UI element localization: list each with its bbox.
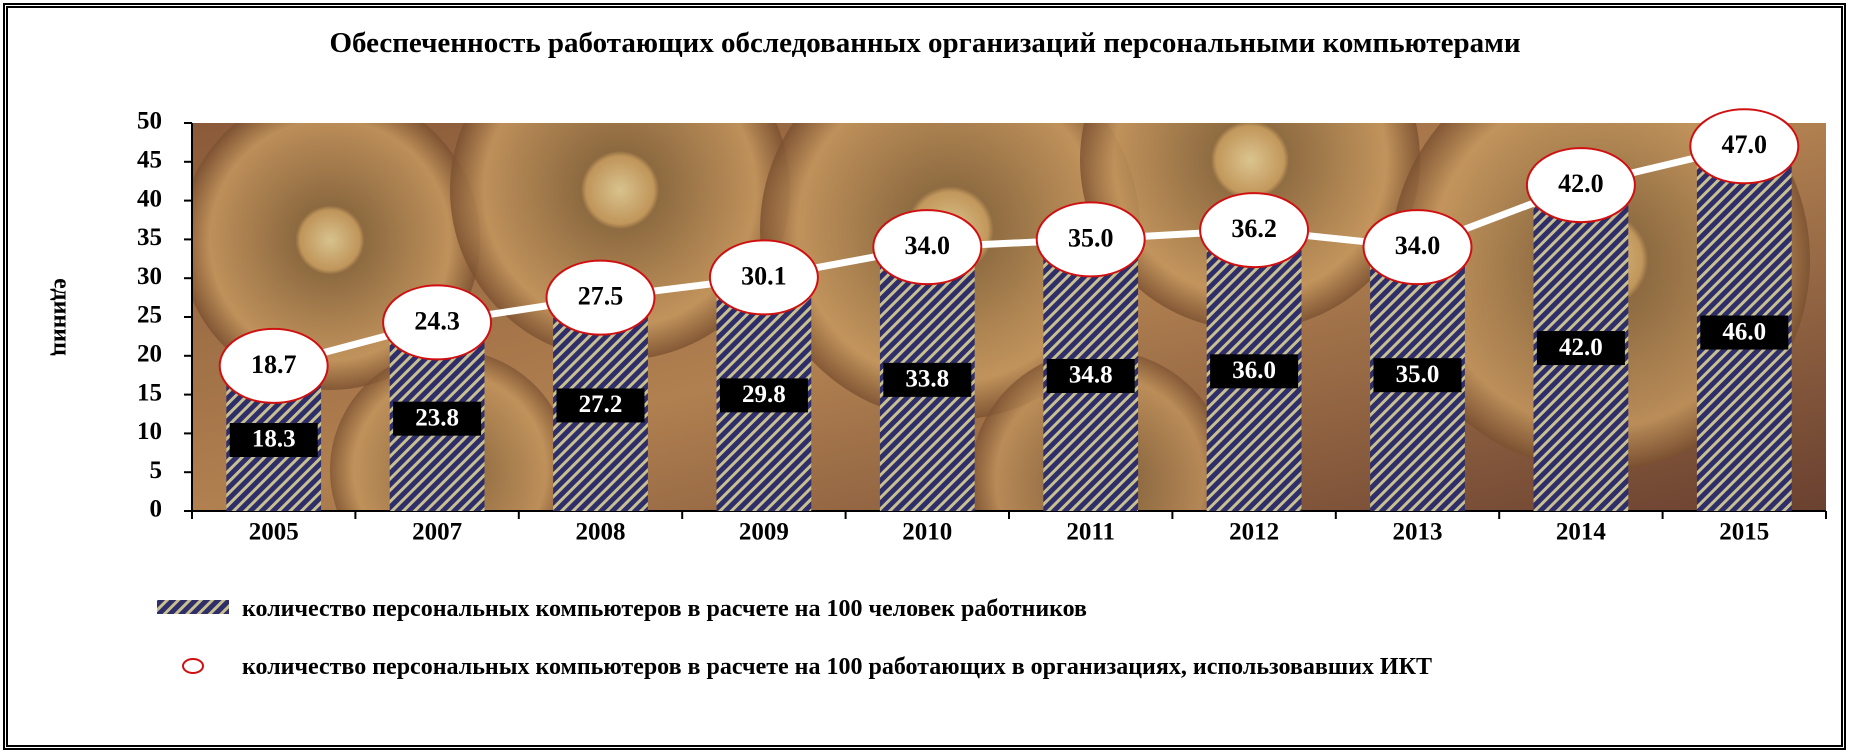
data-label: 29.8 (742, 381, 786, 408)
y-tick-label: 25 (137, 302, 162, 329)
data-label: 30.1 (741, 261, 787, 290)
data-label: 47.0 (1722, 130, 1768, 159)
y-tick-label: 50 (137, 108, 162, 135)
x-tick-label: 2013 (1393, 519, 1443, 546)
data-label: 33.8 (905, 366, 949, 393)
y-axis-label: единиц (48, 278, 74, 356)
y-tick-label: 10 (137, 418, 162, 445)
data-label: 34.0 (1395, 231, 1441, 260)
x-tick-label: 2015 (1719, 519, 1769, 546)
legend-entry: количество персональных компьютеров в ра… (242, 654, 1842, 680)
x-tick-label: 2014 (1556, 519, 1607, 546)
data-label: 35.0 (1068, 223, 1114, 252)
data-label: 36.0 (1232, 357, 1276, 384)
y-tick-label: 5 (150, 457, 163, 484)
x-tick-label: 2005 (249, 519, 299, 546)
data-label: 42.0 (1558, 169, 1604, 198)
data-label: 18.7 (251, 350, 297, 379)
data-label: 34.8 (1069, 362, 1113, 389)
legend-swatch (157, 600, 229, 614)
data-label: 35.0 (1396, 361, 1440, 388)
data-label: 36.2 (1231, 214, 1277, 243)
y-tick-label: 30 (137, 263, 162, 290)
y-tick-label: 45 (137, 147, 162, 174)
x-tick-label: 2010 (902, 519, 952, 546)
data-label: 42.0 (1559, 334, 1603, 361)
y-tick-label: 20 (137, 341, 162, 368)
y-tick-label: 35 (137, 224, 162, 251)
data-label: 46.0 (1722, 318, 1766, 345)
legend-entry: количество персональных компьютеров в ра… (242, 596, 1842, 622)
y-tick-label: 40 (137, 185, 162, 212)
chart: единиц 0 5 10 15 20 25 30 35 40 45 50 2005 2007 2008 2… (0, 0, 1849, 753)
legend-swatch (183, 659, 203, 673)
x-tick-label: 2007 (412, 519, 462, 546)
y-tick-label: 0 (150, 496, 163, 523)
data-label: 24.3 (414, 306, 460, 335)
x-tick-label: 2011 (1066, 519, 1115, 546)
page: Обеспеченность работающих обследованных … (0, 0, 1849, 753)
data-label: 18.3 (252, 426, 296, 453)
data-label: 27.5 (578, 282, 624, 311)
x-tick-label: 2009 (739, 519, 789, 546)
data-label: 27.2 (579, 391, 623, 418)
x-tick-label: 2008 (576, 519, 626, 546)
x-tick-label: 2012 (1229, 519, 1279, 546)
data-label: 34.0 (905, 231, 951, 260)
data-label: 23.8 (415, 404, 459, 431)
y-tick-label: 15 (137, 379, 162, 406)
